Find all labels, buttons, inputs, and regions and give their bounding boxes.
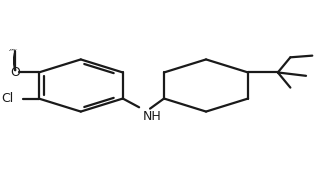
Text: O: O bbox=[10, 66, 20, 79]
Text: methoxy: methoxy bbox=[12, 49, 18, 50]
Text: methoxy: methoxy bbox=[8, 41, 50, 51]
Text: methoxy: methoxy bbox=[9, 49, 15, 51]
Text: methoxy: methoxy bbox=[10, 49, 16, 50]
Text: Cl: Cl bbox=[1, 92, 14, 105]
Text: NH: NH bbox=[143, 110, 162, 123]
